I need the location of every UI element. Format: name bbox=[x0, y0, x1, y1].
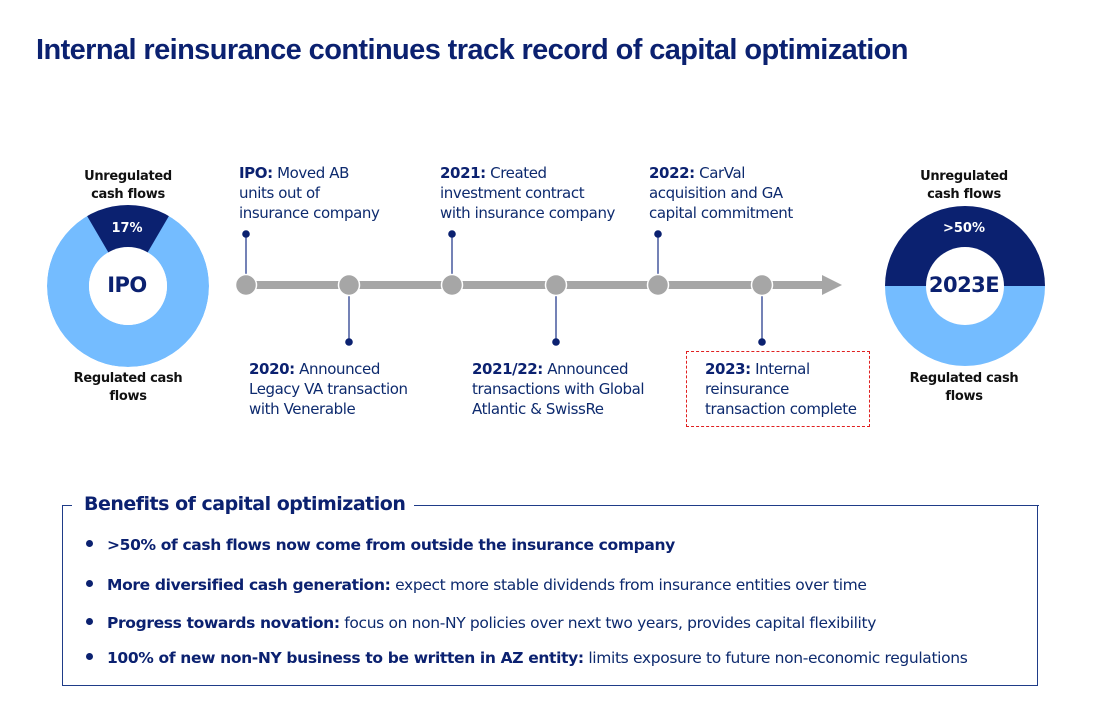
benefits-title: Benefits of capital optimization bbox=[84, 493, 406, 515]
left-donut-pct-label: 17% bbox=[111, 221, 143, 236]
timeline-node bbox=[544, 273, 568, 297]
timeline-event-2021: 2021: Created investment contract with i… bbox=[440, 164, 616, 222]
right-donut-chart bbox=[885, 206, 1045, 366]
highlight-dashed-box bbox=[686, 351, 870, 427]
bullet-icon bbox=[86, 653, 93, 660]
right-donut-center-label: 2023E bbox=[928, 273, 1000, 297]
right-donut-pct-label: >50% bbox=[942, 221, 985, 236]
benefit-item: >50% of cash flows now come from outside… bbox=[86, 536, 675, 554]
bullet-icon bbox=[86, 580, 93, 587]
left-donut-top-label: Unregulated cash flows bbox=[84, 169, 172, 202]
timeline-graphic bbox=[234, 230, 842, 346]
benefit-item: Progress towards novation: focus on non-… bbox=[86, 614, 876, 632]
timeline-arrowhead-icon bbox=[822, 275, 842, 295]
bullet-icon bbox=[86, 618, 93, 625]
right-donut-bottom-label: Regulated cash flows bbox=[909, 371, 1019, 404]
right-donut-regulated-slice bbox=[885, 286, 1045, 366]
timeline-event-2022: 2022: CarVal acquisition and GA capital … bbox=[649, 164, 793, 222]
timeline-node bbox=[750, 273, 774, 297]
left-donut-chart bbox=[47, 205, 209, 367]
left-donut-center-label: IPO bbox=[107, 273, 147, 297]
timeline-node bbox=[440, 273, 464, 297]
timeline-bar bbox=[246, 281, 826, 289]
left-donut-unregulated-slice bbox=[86, 205, 170, 286]
timeline-node bbox=[646, 273, 670, 297]
left-donut-bottom-label: Regulated cash flows bbox=[73, 371, 183, 404]
timeline-node bbox=[234, 273, 258, 297]
timeline-event-ipo: IPO: Moved AB units out of insurance com… bbox=[239, 164, 380, 222]
right-donut-top-label: Unregulated cash flows bbox=[920, 169, 1008, 202]
right-donut-unregulated-slice bbox=[885, 206, 1045, 286]
timeline-event-2023: 2023: Internal reinsurance transaction c… bbox=[705, 360, 857, 418]
bullet-icon bbox=[86, 540, 93, 547]
timeline-event-2020: 2020: Announced Legacy VA transaction wi… bbox=[249, 360, 408, 418]
timeline-node bbox=[337, 273, 361, 297]
benefit-item: More diversified cash generation: expect… bbox=[86, 576, 867, 594]
timeline-event-2021-22: 2021/22: Announced transactions with Glo… bbox=[472, 360, 645, 418]
page-title: Internal reinsurance continues track rec… bbox=[36, 34, 909, 66]
benefits-panel-top-border-right bbox=[414, 505, 1039, 506]
benefit-item: 100% of new non-NY business to be writte… bbox=[86, 649, 968, 667]
benefits-panel-top-border-left bbox=[62, 505, 72, 506]
benefits-panel bbox=[62, 505, 1038, 686]
